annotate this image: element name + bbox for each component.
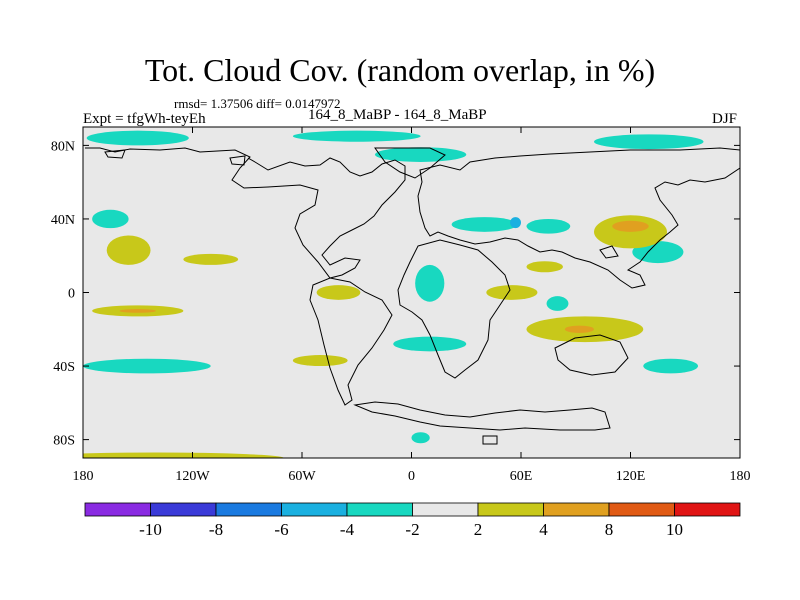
anomaly-patch-20 xyxy=(316,285,361,300)
coastline-layer xyxy=(85,147,740,445)
colorbar-label: -4 xyxy=(340,520,355,539)
colorbar-label: 10 xyxy=(666,520,683,539)
anomaly-patch-13 xyxy=(411,432,430,444)
colorbar-label: -6 xyxy=(274,520,288,539)
colorbar-box-0 xyxy=(84,502,151,517)
anomaly-patch-19 xyxy=(486,285,538,300)
anomaly-patch-9 xyxy=(546,296,569,311)
colorbar-label: 4 xyxy=(539,520,548,539)
anomaly-patch-18 xyxy=(526,261,563,273)
x-tick-label: 180 xyxy=(73,469,94,484)
coastline-north-america xyxy=(85,147,406,279)
anomaly-patch-11 xyxy=(83,358,211,374)
anomaly-patch-16 xyxy=(183,253,239,265)
coastline-mediterranean-island xyxy=(482,435,498,445)
anomaly-patch-15 xyxy=(106,235,151,265)
coastline-eurasia xyxy=(417,147,740,289)
anomaly-patch-0 xyxy=(86,130,189,146)
season-label: DJF xyxy=(712,111,738,127)
colorbar-label: -10 xyxy=(139,520,162,539)
colorbar-box-3 xyxy=(281,502,348,517)
y-axis: 80N 40N 0 40S 80S xyxy=(51,139,740,449)
x-tick-label: 0 xyxy=(408,469,415,484)
colorbar-box-6 xyxy=(477,502,544,517)
coastline-africa xyxy=(397,239,511,379)
coastline-antarctica xyxy=(353,401,611,431)
coastline-eastern-island xyxy=(599,245,619,259)
coastline-greenland-sea-island xyxy=(229,155,246,166)
colorbar: -10 -8 -6 -4 -2 2 4 8 10 xyxy=(84,502,741,539)
coastline-australia xyxy=(554,334,629,376)
anomaly-patch-10 xyxy=(393,336,467,352)
anomaly-patch-25 xyxy=(612,220,649,232)
y-tick-label: 80S xyxy=(53,434,75,449)
colorbar-label: -2 xyxy=(405,520,419,539)
anomaly-patch-1 xyxy=(292,130,421,142)
colorbar-box-5 xyxy=(412,502,479,517)
colorbar-box-7 xyxy=(543,502,610,517)
colorbar-label: 8 xyxy=(605,520,614,539)
y-tick-label: 40S xyxy=(53,360,75,375)
colorbar-label: 2 xyxy=(474,520,483,539)
coastline-west-arctic-islands xyxy=(104,149,126,159)
anomaly-patch-4 xyxy=(92,209,129,229)
anomaly-patch-23 xyxy=(83,452,284,458)
coastline-south-america xyxy=(309,277,393,406)
rmsd-diff-stats: rmsd= 1.37506 diff= 0.0147972 xyxy=(174,96,341,111)
x-tick-label: 60E xyxy=(510,469,533,484)
x-tick-label: 180 xyxy=(730,469,751,484)
x-tick-label: 120W xyxy=(175,469,210,484)
anomaly-patch-6 xyxy=(526,218,571,234)
anomaly-patch-24 xyxy=(292,355,348,367)
anomaly-patch-5 xyxy=(451,217,518,232)
anomaly-patch-3 xyxy=(375,147,467,162)
anomaly-patch-26 xyxy=(564,325,595,333)
colorbar-label: -8 xyxy=(209,520,223,539)
colorbar-box-9 xyxy=(674,502,741,517)
colorbar-box-2 xyxy=(215,502,282,517)
colorbar-box-1 xyxy=(150,502,217,517)
experiment-label: Expt = tfgWh-teyEh xyxy=(83,111,206,127)
anomaly-patch-2 xyxy=(594,134,704,150)
anomaly-patch-27 xyxy=(119,309,156,313)
y-tick-label: 40N xyxy=(51,213,75,228)
colorbar-box-8 xyxy=(608,502,675,517)
y-tick-label: 80N xyxy=(51,139,75,154)
coastline-greenland xyxy=(374,147,446,179)
colorbar-box-4 xyxy=(346,502,413,517)
plot-background xyxy=(83,127,740,458)
x-axis: 180 120W 60W 0 60E 120E 180 xyxy=(73,127,751,484)
y-tick-label: 0 xyxy=(68,287,75,302)
x-tick-label: 60W xyxy=(288,469,316,484)
comparison-label: 164_8_MaBP - 164_8_MaBP xyxy=(308,107,487,123)
anomaly-patch-12 xyxy=(643,358,699,374)
x-tick-label: 120E xyxy=(616,469,646,484)
chart-title: Tot. Cloud Cov. (random overlap, in %) xyxy=(144,52,656,88)
anomaly-patch-14 xyxy=(510,217,521,229)
anomaly-layer xyxy=(83,130,704,458)
anomaly-patch-8 xyxy=(415,264,445,302)
